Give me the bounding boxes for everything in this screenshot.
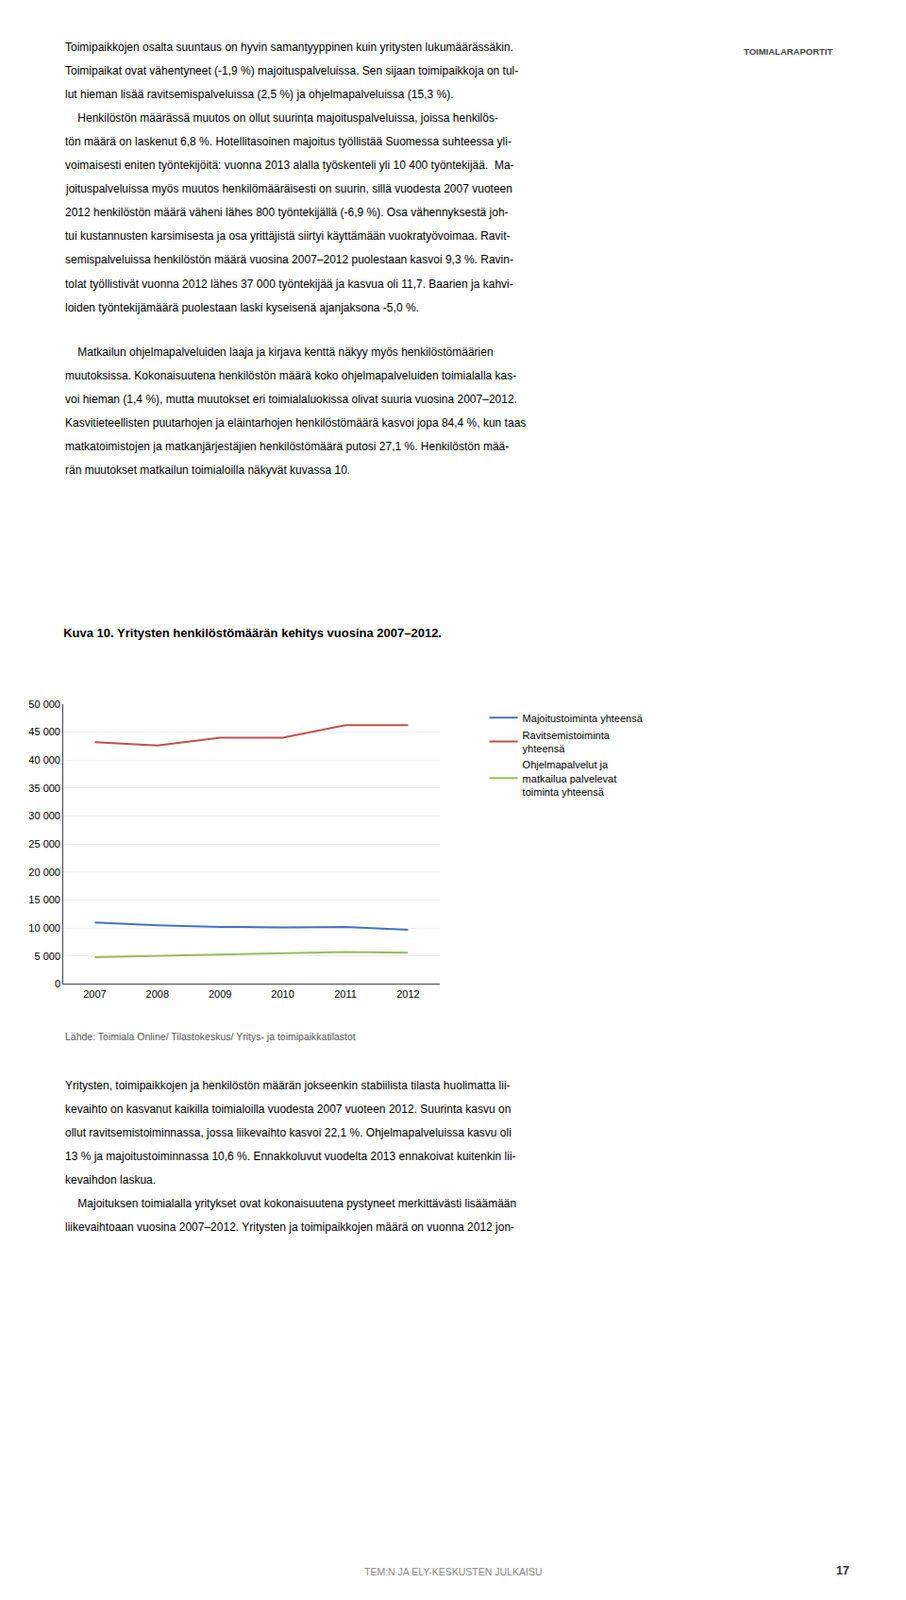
svg-text:2009: 2009 — [208, 988, 232, 1000]
svg-text:rän muutokset matkailun toimia: rän muutokset matkailun toimialoilla näk… — [65, 463, 351, 477]
svg-text:muutoksissa. Kokonaisuutena he: muutoksissa. Kokonaisuutena henkilöstön … — [65, 369, 517, 383]
svg-text:Matkailun ohjelmapalveluiden l: Matkailun ohjelmapalveluiden laaja ja ki… — [65, 345, 494, 359]
svg-text:tön määrä on laskenut 6,8 %. H: tön määrä on laskenut 6,8 %. Hotellitaso… — [65, 134, 512, 149]
svg-text:20 000: 20 000 — [28, 866, 61, 878]
svg-text:Kasvitieteellisten puutarhojen: Kasvitieteellisten puutarhojen ja eläint… — [65, 416, 526, 430]
svg-text:13 % ja majoitustoiminnassa 10: 13 % ja majoitustoiminnassa 10,6 %. Enna… — [65, 1149, 517, 1163]
svg-text:45 000: 45 000 — [28, 725, 61, 738]
svg-text:25 000: 25 000 — [28, 838, 61, 850]
svg-text:ollut ravitsemistoiminnassa, j: ollut ravitsemistoiminnassa, jossa liike… — [65, 1125, 512, 1140]
svg-text:joituspalveluissa myös muutos: joituspalveluissa myös muutos henkilömää… — [65, 182, 513, 196]
svg-text:kevaihto on kasvanut kaikilla: kevaihto on kasvanut kaikilla toimialoil… — [65, 1102, 511, 1116]
svg-text:30 000: 30 000 — [28, 809, 61, 822]
svg-text:2007: 2007 — [83, 988, 106, 1000]
svg-text:voimaisesti eniten työntekijöi: voimaisesti eniten työntekijöitä: vuonna… — [65, 158, 515, 172]
svg-text:2008: 2008 — [146, 988, 169, 1000]
svg-text:2010: 2010 — [270, 988, 294, 1000]
svg-text:Ravitsemistoimintayhteensä: Ravitsemistoimintayhteensä — [522, 729, 611, 755]
svg-text:15 000: 15 000 — [28, 893, 61, 906]
svg-text:17: 17 — [836, 1563, 850, 1578]
svg-text:TEM:N JA ELY-KESKUSTEN JULKAIS: TEM:N JA ELY-KESKUSTEN JULKAISU — [364, 1565, 542, 1578]
svg-text:2011: 2011 — [334, 988, 357, 1000]
svg-text:tolat työllistivät vuonna 2012: tolat työllistivät vuonna 2012 lähes 37 … — [65, 277, 514, 291]
svg-text:2012: 2012 — [396, 988, 420, 1000]
svg-text:kevaihdon laskua.: kevaihdon laskua. — [65, 1173, 156, 1187]
svg-text:voi hieman (1,4 %), mutta muut: voi hieman (1,4 %), mutta muutokset eri … — [65, 392, 518, 406]
svg-text:Majoituksen toimialalla yrityk: Majoituksen toimialalla yritykset ovat k… — [65, 1196, 517, 1210]
svg-text:tui kustannusten karsimisesta: tui kustannusten karsimisesta ja osa yri… — [65, 229, 511, 243]
svg-text:Henkilöstön määrässä muutos on: Henkilöstön määrässä muutos on ollut suu… — [65, 111, 499, 125]
svg-text:35 000: 35 000 — [28, 782, 61, 794]
svg-text:Majoitustoiminta yhteensä: Majoitustoiminta yhteensä — [522, 712, 644, 724]
svg-text:TOIMIALARAPORTIT: TOIMIALARAPORTIT — [743, 46, 833, 57]
svg-text:50 000: 50 000 — [28, 698, 61, 710]
svg-text:loiden työntekijämäärä puolest: loiden työntekijämäärä puolestaan laski … — [65, 301, 420, 315]
svg-text:Toimipaikkojen osalta suuntaus: Toimipaikkojen osalta suuntaus on hyvin … — [65, 40, 514, 54]
svg-text:40 000: 40 000 — [28, 754, 61, 766]
svg-text:lut hieman lisää ravitsemispal: lut hieman lisää ravitsemispalveluissa (… — [65, 87, 454, 101]
svg-text:5 000: 5 000 — [33, 950, 61, 962]
svg-text:matkatoimistojen ja matkanjärj: matkatoimistojen ja matkanjärjestäjien h… — [65, 439, 509, 453]
svg-text:liikevaihtoaan vuosina 2007–20: liikevaihtoaan vuosina 2007–2012. Yritys… — [65, 1220, 515, 1234]
svg-text:Toimipaikat ovat vähentyneet (: Toimipaikat ovat vähentyneet (-1,9 %) ma… — [65, 64, 519, 78]
svg-text:0: 0 — [54, 977, 61, 990]
svg-text:Kuva 10. Yritysten henkilöstöm: Kuva 10. Yritysten henkilöstömäärän kehi… — [63, 625, 442, 640]
svg-text:Yritysten, toimipaikkojen ja h: Yritysten, toimipaikkojen ja henkilöstön… — [65, 1078, 511, 1092]
svg-text:Lähde: Toimiala Online/ Tilast: Lähde: Toimiala Online/ Tilastokeskus/ Y… — [65, 1030, 356, 1042]
svg-text:10 000: 10 000 — [28, 922, 61, 934]
svg-text:semispalveluissa henkilöstön m: semispalveluissa henkilöstön määrä vuosi… — [65, 252, 514, 267]
svg-text:2012 henkilöstön määrä väheni: 2012 henkilöstön määrä väheni lähes 800 … — [65, 205, 509, 219]
svg-text:Ohjelmapalvelut jamatkailua pa: Ohjelmapalvelut jamatkailua palvelevatto… — [522, 758, 618, 798]
